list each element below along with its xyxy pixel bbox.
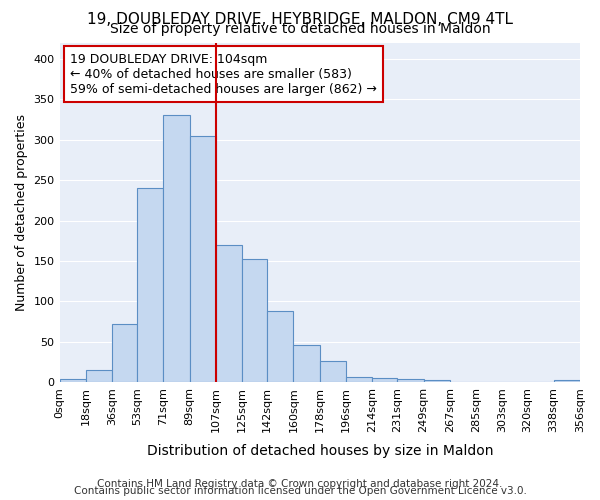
Text: Contains HM Land Registry data © Crown copyright and database right 2024.: Contains HM Land Registry data © Crown c…	[97, 479, 503, 489]
Bar	[137, 188, 163, 382]
Bar	[267, 311, 293, 382]
Bar	[346, 376, 373, 382]
Bar	[320, 360, 346, 382]
Bar	[397, 379, 424, 382]
Text: 19, DOUBLEDAY DRIVE, HEYBRIDGE, MALDON, CM9 4TL: 19, DOUBLEDAY DRIVE, HEYBRIDGE, MALDON, …	[87, 12, 513, 28]
Text: 19 DOUBLEDAY DRIVE: 104sqm
← 40% of detached houses are smaller (583)
59% of sem: 19 DOUBLEDAY DRIVE: 104sqm ← 40% of deta…	[70, 52, 377, 96]
Bar	[216, 245, 242, 382]
Bar	[373, 378, 397, 382]
Bar	[59, 379, 86, 382]
Bar	[86, 370, 112, 382]
Bar	[190, 136, 216, 382]
Bar	[424, 380, 450, 382]
Bar	[112, 324, 137, 382]
Bar	[554, 380, 580, 382]
Y-axis label: Number of detached properties: Number of detached properties	[15, 114, 28, 311]
Bar	[242, 258, 267, 382]
Bar	[163, 116, 190, 382]
Text: Contains public sector information licensed under the Open Government Licence v3: Contains public sector information licen…	[74, 486, 526, 496]
X-axis label: Distribution of detached houses by size in Maldon: Distribution of detached houses by size …	[146, 444, 493, 458]
Bar	[293, 345, 320, 383]
Text: Size of property relative to detached houses in Maldon: Size of property relative to detached ho…	[110, 22, 490, 36]
